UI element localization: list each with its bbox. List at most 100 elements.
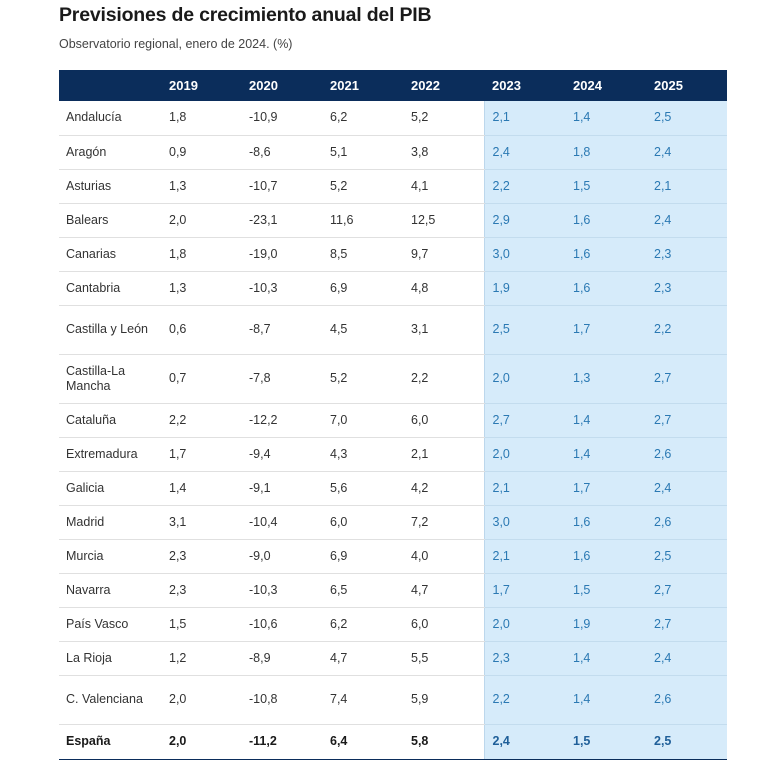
cell-2025: 2,4 (646, 135, 727, 170)
row-label: España (59, 723, 161, 760)
cell-2024: 1,6 (565, 539, 646, 574)
row-label: Madrid (59, 505, 161, 540)
row-label: Balears (59, 203, 161, 238)
cell-2025: 2,6 (646, 437, 727, 472)
cell-2021: 6,0 (322, 505, 403, 540)
cell-2019: 2,0 (161, 675, 241, 725)
row-label: La Rioja (59, 641, 161, 676)
cell-2020: -19,0 (241, 237, 322, 272)
table-row: C. Valenciana 2,0 -10,8 7,4 5,9 2,2 1,4 2,6 (59, 675, 727, 725)
cell-2019: 1,8 (161, 101, 241, 136)
column-header-region (59, 70, 161, 101)
chart-subtitle: Observatorio regional, enero de 2024. (%… (59, 37, 293, 51)
cell-2024: 1,4 (565, 101, 646, 136)
cell-2025: 2,1 (646, 169, 727, 204)
cell-2022: 5,5 (403, 641, 484, 676)
cell-2020: -10,9 (241, 101, 322, 136)
cell-2025: 2,6 (646, 505, 727, 540)
cell-2022: 5,2 (403, 101, 484, 136)
cell-2023: 2,5 (483, 305, 565, 355)
cell-2023: 3,0 (483, 237, 565, 272)
cell-2023: 2,4 (483, 135, 565, 170)
cell-2022: 4,1 (403, 169, 484, 204)
cell-2020: -9,1 (241, 471, 322, 506)
cell-2021: 6,9 (322, 539, 403, 574)
row-label: Galicia (59, 471, 161, 506)
cell-2021: 8,5 (322, 237, 403, 272)
cell-2025: 2,5 (646, 723, 727, 760)
cell-2024: 1,8 (565, 135, 646, 170)
table-body: Andalucía 1,8 -10,9 6,2 5,2 2,1 1,4 2,5 Aragón 0,… (59, 101, 727, 760)
cell-2024: 1,3 (565, 354, 646, 404)
cell-2022: 4,0 (403, 539, 484, 574)
cell-2021: 4,3 (322, 437, 403, 472)
cell-2024: 1,6 (565, 271, 646, 306)
cell-2023: 2,9 (483, 203, 565, 238)
row-label: Castilla y León (59, 305, 161, 355)
cell-2021: 11,6 (322, 203, 403, 238)
cell-2025: 2,7 (646, 403, 727, 438)
cell-2019: 3,1 (161, 505, 241, 540)
cell-2019: 1,4 (161, 471, 241, 506)
cell-2020: -11,2 (241, 723, 322, 760)
cell-2025: 2,7 (646, 607, 727, 642)
chart-title: Previsiones de crecimiento anual del PIB (59, 4, 432, 26)
cell-2023: 2,1 (483, 101, 565, 136)
column-header-2021: 2021 (322, 70, 403, 101)
column-header-2022: 2022 (403, 70, 484, 101)
table-row: Extremadura 1,7 -9,4 4,3 2,1 2,0 1,4 2,6 (59, 437, 727, 472)
cell-2023: 2,1 (483, 539, 565, 574)
cell-2021: 7,0 (322, 403, 403, 438)
row-label: Cantabria (59, 271, 161, 306)
cell-2019: 2,3 (161, 573, 241, 608)
row-label: País Vasco (59, 607, 161, 642)
table-row: Madrid 3,1 -10,4 6,0 7,2 3,0 1,6 2,6 (59, 505, 727, 540)
cell-2020: -10,8 (241, 675, 322, 725)
table-row: Cataluña 2,2 -12,2 7,0 6,0 2,7 1,4 2,7 (59, 403, 727, 438)
column-header-2019: 2019 (161, 70, 241, 101)
cell-2022: 2,1 (403, 437, 484, 472)
table-row: Asturias 1,3 -10,7 5,2 4,1 2,2 1,5 2,1 (59, 169, 727, 204)
cell-2019: 1,3 (161, 271, 241, 306)
table-row: Murcia 2,3 -9,0 6,9 4,0 2,1 1,6 2,5 (59, 539, 727, 574)
table-row: País Vasco 1,5 -10,6 6,2 6,0 2,0 1,9 2,7 (59, 607, 727, 642)
table-row: Aragón 0,9 -8,6 5,1 3,8 2,4 1,8 2,4 (59, 135, 727, 170)
row-label: Aragón (59, 135, 161, 170)
row-label: Andalucía (59, 101, 161, 136)
cell-2023: 2,0 (483, 607, 565, 642)
cell-2021: 6,9 (322, 271, 403, 306)
table-row: Canarias 1,8 -19,0 8,5 9,7 3,0 1,6 2,3 (59, 237, 727, 272)
cell-2021: 6,2 (322, 607, 403, 642)
cell-2024: 1,5 (565, 573, 646, 608)
table-row: Galicia 1,4 -9,1 5,6 4,2 2,1 1,7 2,4 (59, 471, 727, 506)
cell-2020: -7,8 (241, 354, 322, 404)
cell-2024: 1,4 (565, 641, 646, 676)
cell-2019: 2,3 (161, 539, 241, 574)
cell-2020: -10,7 (241, 169, 322, 204)
cell-2022: 3,8 (403, 135, 484, 170)
column-header-2020: 2020 (241, 70, 322, 101)
cell-2024: 1,9 (565, 607, 646, 642)
cell-2024: 1,6 (565, 505, 646, 540)
cell-2022: 5,9 (403, 675, 484, 725)
cell-2024: 1,7 (565, 471, 646, 506)
column-header-2025: 2025 (646, 70, 727, 101)
cell-2023: 2,2 (483, 675, 565, 725)
cell-2025: 2,5 (646, 539, 727, 574)
cell-2019: 2,0 (161, 203, 241, 238)
cell-2022: 2,2 (403, 354, 484, 404)
cell-2022: 4,2 (403, 471, 484, 506)
cell-2025: 2,7 (646, 573, 727, 608)
cell-2022: 6,0 (403, 403, 484, 438)
cell-2022: 12,5 (403, 203, 484, 238)
cell-2020: -8,6 (241, 135, 322, 170)
cell-2021: 5,2 (322, 354, 403, 404)
cell-2020: -10,6 (241, 607, 322, 642)
cell-2024: 1,7 (565, 305, 646, 355)
table-row: La Rioja 1,2 -8,9 4,7 5,5 2,3 1,4 2,4 (59, 641, 727, 676)
cell-2025: 2,5 (646, 101, 727, 136)
cell-2023: 1,9 (483, 271, 565, 306)
table-row: Navarra 2,3 -10,3 6,5 4,7 1,7 1,5 2,7 (59, 573, 727, 608)
cell-2025: 2,7 (646, 354, 727, 404)
cell-2023: 3,0 (483, 505, 565, 540)
